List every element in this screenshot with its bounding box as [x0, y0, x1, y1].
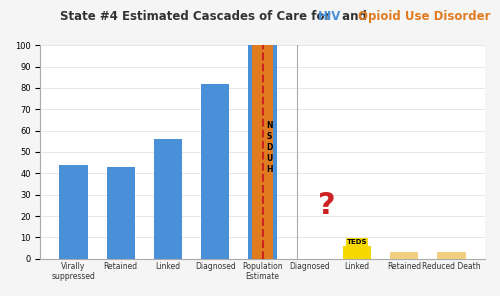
Text: and: and: [338, 10, 371, 23]
Bar: [438, 252, 466, 259]
Bar: [106, 167, 135, 259]
Bar: [201, 83, 230, 259]
Text: N
S
D
U
H: N S D U H: [266, 121, 273, 174]
Text: TEDS: TEDS: [346, 239, 367, 245]
Bar: [60, 165, 88, 259]
Bar: [154, 139, 182, 259]
Bar: [248, 45, 276, 259]
Text: Opioid Use Disorder: Opioid Use Disorder: [358, 10, 491, 23]
Bar: [343, 246, 371, 259]
Text: State #4 Estimated Cascades of Care for: State #4 Estimated Cascades of Care for: [60, 10, 334, 23]
Bar: [390, 252, 418, 259]
Text: HIV: HIV: [318, 10, 342, 23]
Text: ?: ?: [318, 191, 335, 220]
Bar: [252, 45, 273, 259]
